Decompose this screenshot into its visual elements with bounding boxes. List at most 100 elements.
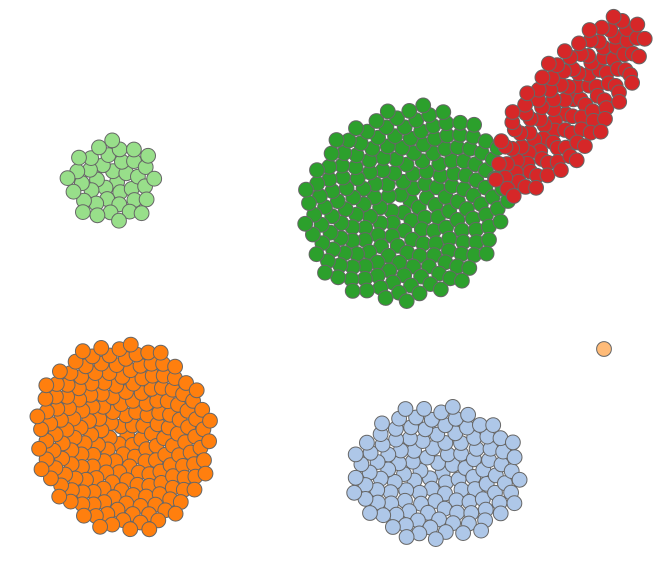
scatter-point <box>368 113 385 129</box>
scatter-point <box>377 290 394 306</box>
scatter-point <box>186 481 203 498</box>
scatter-point <box>104 132 121 149</box>
scatter-point <box>398 529 415 545</box>
scatter-point <box>491 156 507 172</box>
scatter-point <box>466 116 483 133</box>
scatter-point <box>375 507 392 524</box>
scatter-point <box>167 358 184 375</box>
scatter-point <box>309 162 325 179</box>
scatter-point <box>297 215 314 232</box>
scatter-point <box>385 519 401 535</box>
scatter-point <box>461 260 478 276</box>
scatter-point <box>611 94 628 110</box>
scatter-point <box>398 293 415 310</box>
scatter-point <box>122 336 139 353</box>
scatter-point <box>534 69 551 86</box>
scatter-point <box>140 147 157 164</box>
scatter-point <box>477 133 494 150</box>
scatter-point <box>553 162 569 179</box>
scatter-point <box>568 152 585 169</box>
cluster-red <box>488 8 653 204</box>
scatter-point <box>401 103 418 119</box>
scatter-point <box>506 495 523 512</box>
scatter-point <box>122 521 139 538</box>
cluster-light-blue <box>346 399 528 547</box>
scatter-point <box>298 181 314 198</box>
scatter-point <box>52 363 68 380</box>
scatter-point <box>505 434 521 451</box>
scatter-point <box>444 399 461 415</box>
scatter-point <box>194 401 211 418</box>
scatter-point <box>152 344 169 361</box>
scatter-point <box>323 145 340 162</box>
scatter-point <box>38 377 55 394</box>
scatter-point <box>74 343 91 360</box>
scatter-point <box>344 283 361 299</box>
scatter-point <box>452 114 469 131</box>
scatter-point <box>492 213 509 230</box>
scatter-point <box>485 417 502 434</box>
scatter-point <box>59 170 76 187</box>
scatter-point <box>359 434 375 451</box>
scatter-point <box>504 104 521 120</box>
scatter-point <box>478 245 495 262</box>
scatter-point <box>348 120 364 137</box>
scatter-point <box>581 22 598 38</box>
scatter-point <box>505 188 522 204</box>
scatter-point <box>196 452 212 469</box>
scatter-point <box>37 390 54 407</box>
scatter-point <box>125 141 142 158</box>
scatter-point <box>539 167 556 184</box>
scatter-point <box>432 281 449 298</box>
scatter-point <box>415 97 432 114</box>
scatter-point <box>33 461 50 478</box>
scatter-point <box>577 138 593 155</box>
scatter-point <box>629 16 646 33</box>
scatter-point <box>511 471 528 488</box>
scatter-point <box>528 179 544 196</box>
scatter-point <box>596 341 612 357</box>
cluster-layer <box>29 8 653 547</box>
scatter-point <box>328 132 345 148</box>
scatter-point <box>197 465 214 482</box>
cluster-orange <box>29 336 218 538</box>
scatter-point <box>75 204 91 221</box>
scatter-point <box>43 470 59 487</box>
scatter-point <box>460 406 477 423</box>
scatter-point <box>481 231 497 248</box>
scatter-point <box>146 170 163 187</box>
scatter-point <box>379 103 396 120</box>
scatter-point <box>397 401 414 417</box>
scatter-point <box>473 522 490 539</box>
scatter-point <box>51 488 68 505</box>
scatter-point <box>305 226 321 243</box>
scatter-point <box>624 74 640 91</box>
scatter-point <box>359 282 375 299</box>
scatter-point <box>519 85 536 102</box>
scatter-point <box>346 484 363 501</box>
scatter-point <box>488 171 504 188</box>
scatter-point <box>636 30 653 47</box>
scatter-point <box>571 35 587 52</box>
scatter-point <box>71 149 87 166</box>
scatter-point <box>347 469 364 486</box>
scatter-point <box>592 123 609 140</box>
scatter-point <box>138 191 155 208</box>
scatter-point <box>416 401 433 417</box>
scatter-point <box>133 205 150 222</box>
scatter-point <box>347 446 364 463</box>
scatter-point <box>92 518 108 535</box>
scatter-point <box>362 505 378 521</box>
scatter-point <box>141 521 158 538</box>
scatter-point <box>76 507 92 524</box>
scatter-point <box>506 449 523 466</box>
scatter-point <box>374 415 390 432</box>
scatter-point <box>493 133 510 150</box>
cluster-light-orange <box>596 341 612 357</box>
scatter-point <box>308 246 325 263</box>
scatter-point <box>91 139 107 156</box>
scatter-point <box>93 340 110 356</box>
scatter-point <box>65 183 82 200</box>
scatter-point <box>472 417 488 433</box>
